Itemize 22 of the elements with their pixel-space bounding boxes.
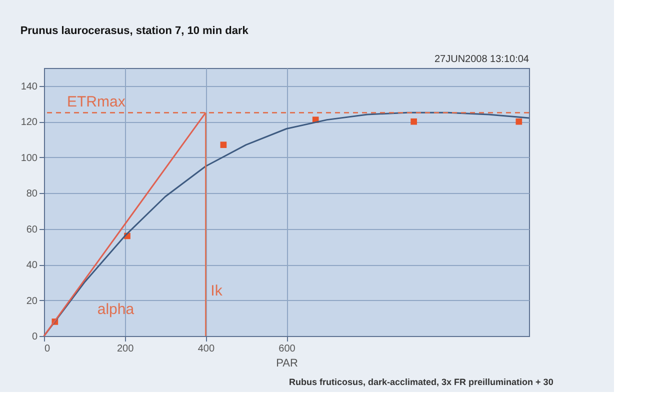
y-tick-label: 100: [20, 152, 38, 164]
point: [220, 142, 227, 148]
text: Rubus fruticosus, dark-acclimated, 3x FR preillumination + 30: [289, 377, 554, 387]
point: [410, 118, 417, 125]
x-tick-label: 200: [116, 344, 134, 354]
x-axis-title: PAR: [276, 358, 298, 370]
y-tick-label: 120: [20, 117, 38, 128]
x-tick-label: 600: [278, 344, 296, 354]
y-tick-label: 0: [32, 332, 38, 342]
ref-line-label: ETRmax: [67, 94, 126, 111]
annotation: alpha: [97, 301, 135, 318]
x-tick-label: 400: [198, 344, 215, 354]
chart-title: Prunus laurocerasus, station 7, 10 min dark: [20, 25, 250, 37]
y-tick-label: 40: [26, 260, 38, 272]
y-tick-label: 60: [26, 224, 38, 236]
point: [516, 118, 522, 125]
ref-line-label: Ik: [210, 282, 223, 300]
y-tick-label: 140: [20, 81, 38, 92]
x-tick-label: 0: [44, 344, 50, 354]
y-tick-label: 80: [26, 188, 38, 200]
text: 27JUN2008 13:10:04: [434, 54, 530, 65]
y-tick-label: 20: [26, 296, 38, 307]
